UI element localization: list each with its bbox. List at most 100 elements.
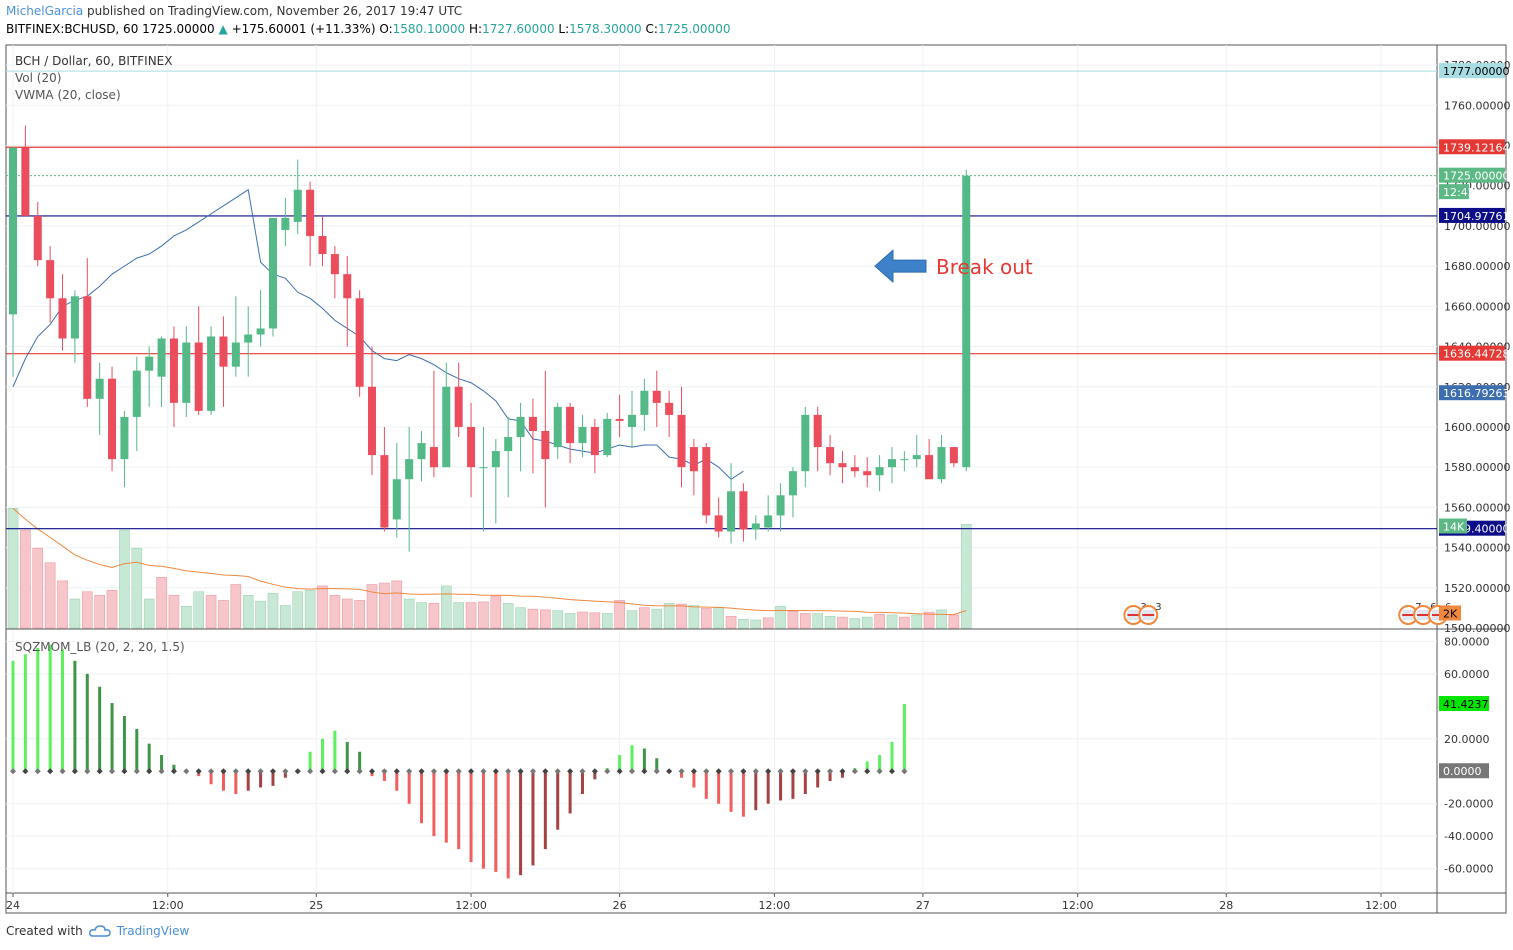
squeeze-dot	[208, 768, 215, 775]
volume-bar	[750, 619, 762, 629]
momentum-bar	[209, 771, 213, 785]
candle-up	[256, 328, 265, 335]
momentum-bar	[11, 660, 15, 772]
momentum-bar	[878, 755, 882, 772]
momentum-bar	[729, 771, 733, 812]
candle-down	[949, 447, 958, 464]
candle-down	[863, 471, 872, 476]
close-label: C:	[645, 22, 658, 36]
momentum-bar	[803, 771, 807, 794]
candle-down	[813, 414, 822, 448]
candle-down	[46, 260, 55, 299]
squeeze-dot	[666, 768, 673, 775]
momentum-bar	[568, 771, 572, 814]
candle-up	[504, 437, 513, 452]
level-badge-bg	[1439, 207, 1505, 223]
momentum-bar	[741, 771, 745, 817]
author-link[interactable]: MichelGarcia	[6, 4, 84, 18]
price-badge: 1777.00000	[1443, 65, 1509, 78]
volume-bar	[812, 613, 824, 629]
volume-bar	[341, 598, 353, 629]
momentum-bar	[98, 686, 102, 772]
squeeze-dot	[901, 768, 908, 775]
squeeze-dot	[591, 768, 598, 775]
candle-down	[330, 254, 339, 275]
candle-up	[727, 491, 736, 532]
level-badge: 1636.44728	[1443, 348, 1509, 361]
volume-bar	[416, 602, 427, 629]
candle-up	[268, 217, 277, 329]
volume-bar	[540, 609, 551, 629]
volume-bar	[700, 608, 712, 629]
volume-bar	[775, 605, 786, 629]
volume-bar	[800, 613, 811, 629]
volume-bar	[676, 603, 687, 629]
brand-label: TradingView	[116, 924, 190, 938]
momentum-bar	[593, 771, 597, 780]
squeeze-dot	[839, 768, 846, 775]
volume-bar	[651, 608, 663, 629]
candle-down	[467, 426, 476, 468]
momentum-bar	[234, 771, 238, 794]
squeeze-dot	[406, 768, 413, 775]
volume-bar	[861, 616, 873, 629]
symbol-name: BITFINEX:BCHUSD, 60	[6, 22, 139, 36]
osc-badge-bg	[1439, 695, 1489, 711]
osc-badge: 0.0000	[1443, 765, 1482, 778]
volume-bar	[193, 591, 204, 629]
candle-down	[590, 426, 599, 456]
volume-bar	[837, 616, 848, 629]
momentum-bar	[469, 771, 473, 863]
squeeze-dot	[418, 768, 425, 775]
price-tick-label: 1700.00000	[1444, 220, 1510, 233]
squeeze-dot	[220, 768, 227, 775]
volume-bar	[663, 603, 675, 629]
volume-bar	[552, 610, 564, 629]
squeeze-dot	[257, 768, 264, 775]
volume-bar	[688, 605, 700, 629]
momentum-bar	[395, 771, 399, 791]
momentum-bar	[816, 771, 820, 788]
volume-bar	[131, 547, 143, 629]
momentum-bar	[556, 771, 560, 830]
squeeze-dot	[554, 768, 561, 775]
candle-down	[429, 447, 438, 468]
squeeze-dot	[443, 768, 450, 775]
volume-bar	[366, 584, 378, 629]
squeeze-dot	[740, 768, 747, 775]
squeeze-dot	[307, 768, 314, 775]
momentum-bar	[779, 771, 783, 801]
squeeze-dot	[703, 768, 710, 775]
momentum-bar	[717, 771, 721, 804]
momentum-bar	[692, 771, 696, 788]
momentum-bar	[283, 771, 287, 778]
volume-bar	[403, 598, 415, 629]
candle-down	[826, 447, 835, 464]
price-tick-label: 1560.00000	[1444, 501, 1510, 514]
candle-up	[281, 217, 290, 230]
momentum-bar	[420, 771, 424, 824]
candle-up	[70, 296, 79, 339]
momentum-bar	[457, 771, 461, 850]
squeeze-dot	[183, 768, 190, 775]
created-with-text: Created with	[6, 924, 83, 938]
volume-bar	[849, 618, 861, 629]
volume-bar	[527, 608, 539, 629]
momentum-bar	[481, 771, 485, 869]
legend-item: VWMA (20, close)	[15, 88, 121, 102]
osc-badge: 41.4237	[1443, 698, 1489, 711]
tradingview-link[interactable]: TradingView	[88, 924, 190, 938]
squeeze-dot	[480, 768, 487, 775]
squeeze-dot	[789, 768, 796, 775]
squeeze-dot	[876, 768, 883, 775]
time-tick-label: 24	[6, 899, 20, 912]
volume-bar	[205, 595, 217, 629]
chart-frame	[5, 44, 1507, 914]
event-count: 3	[1155, 602, 1161, 613]
momentum-bar	[828, 771, 832, 781]
volume-bar	[601, 613, 613, 629]
squeeze-dot	[864, 768, 871, 775]
volume-bar	[738, 618, 749, 629]
candle-down	[850, 467, 859, 472]
